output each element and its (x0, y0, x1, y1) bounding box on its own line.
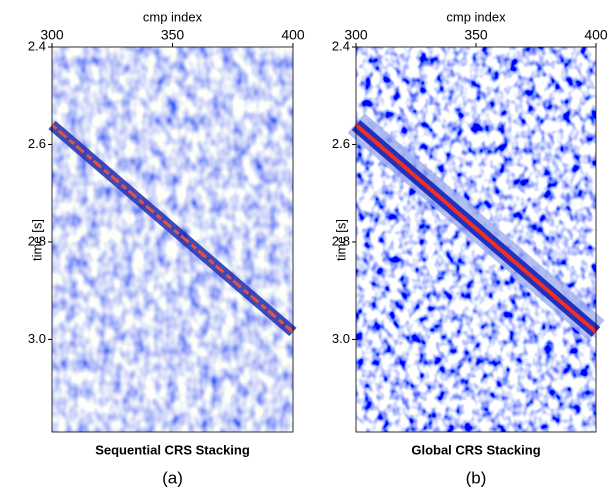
panel-caption: (b) (466, 468, 487, 487)
event-core (51, 123, 294, 334)
panel-title: Sequential CRS Stacking (95, 442, 250, 457)
panel-caption: (a) (162, 468, 183, 487)
y-tick-label: 2.8 (332, 233, 350, 248)
x-axis-label: cmp index (446, 9, 506, 24)
x-tick-label: 350 (464, 27, 488, 43)
y-tick-label: 2.6 (332, 136, 350, 151)
seismic-image (52, 47, 293, 432)
x-tick-label: 400 (281, 27, 305, 43)
x-tick-label: 300 (40, 27, 64, 43)
y-tick-label: 3.0 (332, 331, 350, 346)
y-tick-label: 2.4 (28, 38, 46, 53)
y-tick-label: 2.6 (28, 136, 46, 151)
y-tick-label: 3.0 (28, 331, 46, 346)
x-tick-label: 300 (344, 27, 368, 43)
panel-title: Global CRS Stacking (411, 442, 540, 457)
x-tick-label: 350 (161, 27, 185, 43)
event-core (354, 123, 598, 334)
x-tick-label: 400 (584, 27, 608, 43)
y-axis-label: time [s] (333, 219, 348, 261)
y-tick-label: 2.4 (332, 38, 350, 53)
y-tick-label: 2.8 (28, 233, 46, 248)
x-axis-label: cmp index (143, 9, 203, 24)
y-axis-label: time [s] (29, 219, 44, 261)
